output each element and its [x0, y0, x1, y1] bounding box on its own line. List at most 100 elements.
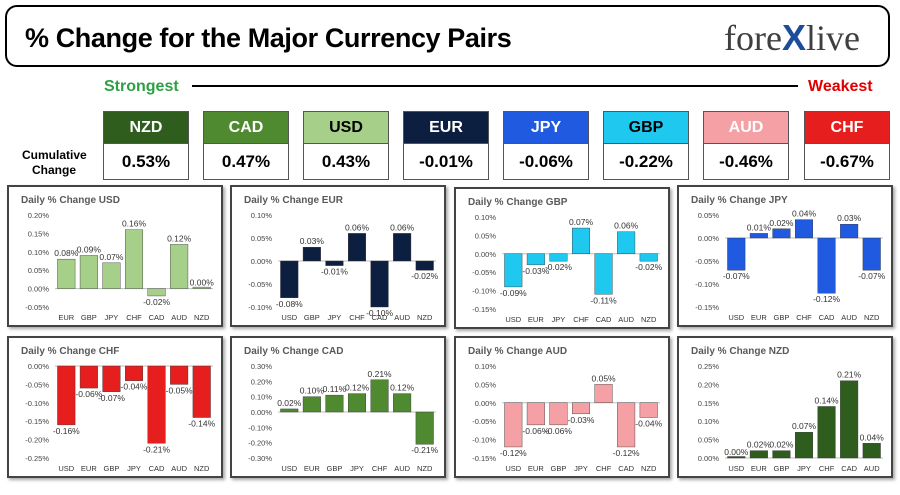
bar: [415, 260, 434, 271]
data-label: -0.04%: [121, 382, 148, 392]
bar: [57, 365, 76, 426]
data-label: -0.03%: [568, 415, 595, 425]
y-tick-label: -0.10%: [472, 287, 496, 296]
bar: [817, 237, 836, 294]
x-tick-label: AUD: [171, 313, 187, 322]
bar: [147, 288, 166, 297]
y-tick-label: -0.15%: [25, 417, 49, 426]
chart-title: Daily % Change EUR: [244, 195, 344, 206]
data-label: -0.09%: [500, 288, 527, 298]
data-label: -0.12%: [813, 294, 840, 304]
brand-logo-right: live: [806, 18, 860, 58]
bar: [526, 402, 545, 426]
y-tick-label: 0.15%: [28, 229, 50, 238]
bar: [549, 253, 568, 262]
x-tick-label: USD: [505, 315, 521, 324]
x-tick-label: EUR: [528, 464, 544, 473]
chart-svg: Daily % Change USD -0.05% 0.00% 0.05% 0.10% 0…: [21, 195, 215, 322]
currency-cumulative-value: -0.46%: [703, 144, 789, 180]
data-label: -0.02%: [143, 297, 170, 307]
y-tick-label: 0.20%: [251, 377, 273, 386]
currency-card-aud: AUD -0.46%: [703, 111, 789, 180]
y-tick-label: 0.25%: [698, 362, 720, 371]
x-tick-label: AUD: [618, 315, 634, 324]
brand-logo: foreXlive: [724, 17, 860, 59]
currency-code: NZD: [103, 111, 189, 144]
data-label: -0.05%: [166, 385, 193, 395]
data-label: -0.21%: [143, 444, 170, 454]
bar: [594, 253, 613, 295]
bar: [280, 408, 299, 413]
bar: [347, 393, 367, 413]
bar: [280, 260, 299, 298]
x-tick-label: CHF: [349, 313, 365, 322]
data-label: -0.03%: [522, 266, 549, 276]
data-label: -0.07%: [723, 271, 750, 281]
data-label: 0.00%: [190, 278, 215, 288]
data-label: -0.12%: [500, 448, 527, 458]
y-tick-label: 0.10%: [475, 213, 497, 222]
x-tick-label: USD: [728, 464, 744, 473]
y-tick-label: 0.20%: [28, 211, 50, 220]
x-tick-label: CAD: [149, 464, 165, 473]
x-tick-label: JPY: [127, 464, 141, 473]
bar: [727, 456, 746, 459]
currency-card-cad: CAD 0.47%: [203, 111, 289, 180]
currency-card-chf: CHF -0.67%: [804, 111, 890, 180]
bar: [840, 380, 859, 459]
x-tick-label: CHF: [372, 464, 388, 473]
data-label: 0.16%: [122, 219, 147, 229]
cumulative-change-label: Cumulative Change: [22, 148, 87, 177]
data-label: 0.14%: [815, 395, 840, 405]
x-tick-label: JPY: [105, 313, 119, 322]
brand-logo-left: fore: [724, 18, 782, 58]
bar: [862, 237, 881, 271]
y-tick-label: 0.15%: [698, 399, 720, 408]
x-tick-label: USD: [728, 313, 744, 322]
currency-code: GBP: [603, 111, 689, 144]
currency-code: CAD: [203, 111, 289, 144]
data-label: -0.07%: [858, 271, 885, 281]
y-tick-label: 0.10%: [698, 417, 720, 426]
bar: [526, 253, 545, 266]
data-label: -0.06%: [545, 426, 572, 436]
x-tick-label: CAD: [819, 313, 835, 322]
data-label: -0.14%: [188, 419, 215, 429]
y-tick-label: 0.10%: [251, 211, 273, 220]
x-tick-label: AUD: [394, 313, 410, 322]
chart-svg: Daily % Change GBP -0.15% -0.10% -0.05% 0.00…: [468, 197, 663, 324]
data-label: -0.06%: [522, 426, 549, 436]
bar: [794, 219, 814, 239]
bar: [639, 402, 658, 418]
data-label: -0.02%: [635, 262, 662, 272]
chart-title: Daily % Change JPY: [691, 195, 788, 206]
bar: [727, 237, 746, 271]
data-label: 0.09%: [77, 244, 102, 254]
brand-logo-x: X: [782, 17, 807, 58]
data-label: 0.02%: [769, 218, 794, 228]
y-tick-label: 0.00%: [251, 257, 273, 266]
data-label: 0.04%: [860, 432, 885, 442]
x-tick-label: CAD: [618, 464, 634, 473]
data-label: 0.03%: [300, 236, 325, 246]
data-label: 0.02%: [747, 440, 772, 450]
y-tick-label: -0.05%: [472, 417, 496, 426]
y-tick-label: 0.10%: [251, 393, 273, 402]
y-tick-label: 0.00%: [698, 234, 720, 243]
y-tick-label: 0.00%: [475, 399, 497, 408]
y-tick-label: 0.30%: [251, 362, 273, 371]
bar: [817, 406, 836, 459]
x-tick-label: CHF: [796, 313, 812, 322]
currency-card-eur: EUR -0.01%: [403, 111, 489, 180]
y-tick-label: -0.25%: [25, 454, 49, 463]
x-tick-label: GBP: [551, 464, 567, 473]
data-label: -0.21%: [411, 445, 438, 455]
x-tick-label: NZD: [417, 313, 433, 322]
data-label: 0.12%: [345, 383, 370, 393]
chart-title: Daily % Change AUD: [468, 346, 567, 357]
bar: [772, 450, 791, 459]
data-label: 0.06%: [390, 222, 415, 232]
y-tick-label: 0.10%: [475, 362, 497, 371]
bar: [170, 244, 189, 289]
x-tick-label: AUD: [841, 313, 857, 322]
